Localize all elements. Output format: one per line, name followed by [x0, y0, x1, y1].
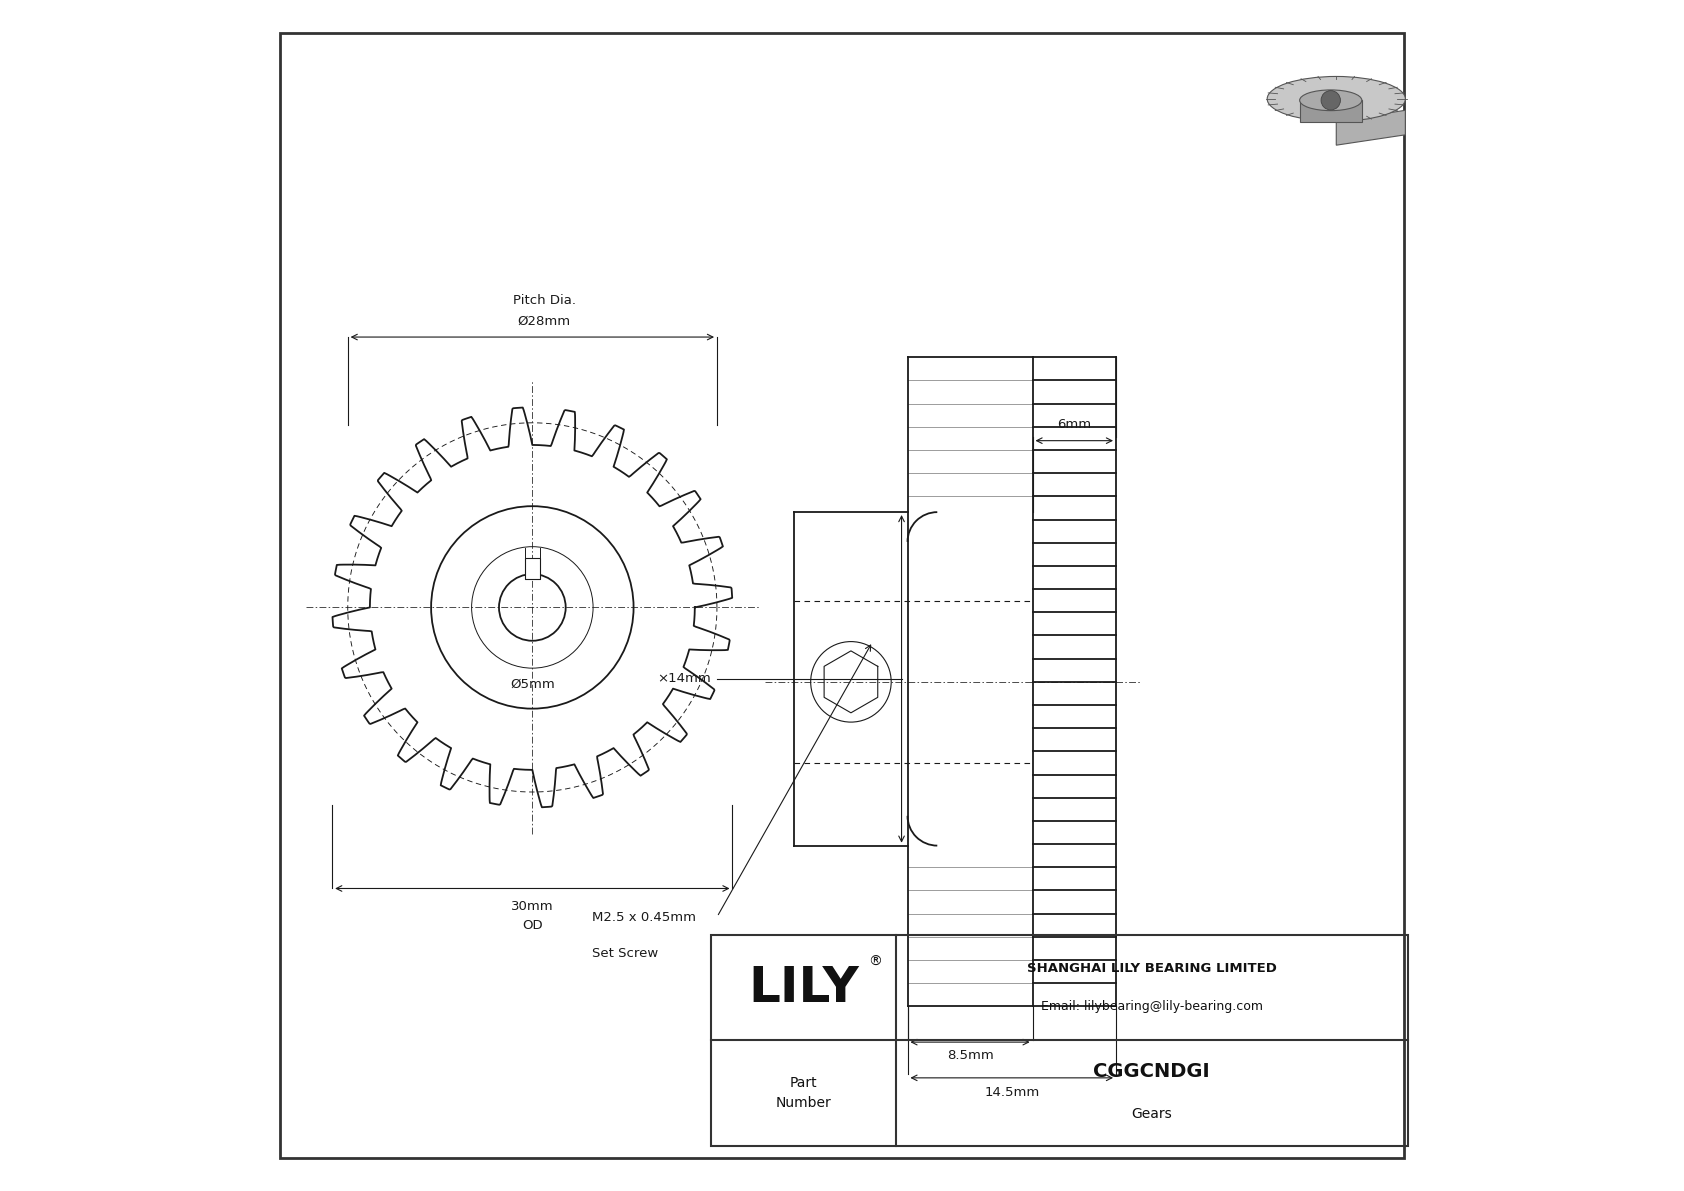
Text: 8.5mm: 8.5mm [946, 1049, 994, 1062]
Text: Ø28mm: Ø28mm [517, 314, 571, 328]
Text: 30mm: 30mm [510, 900, 554, 913]
Polygon shape [1337, 111, 1406, 145]
Polygon shape [1300, 100, 1362, 123]
Text: Set Screw: Set Screw [591, 947, 658, 960]
Text: SHANGHAI LILY BEARING LIMITED: SHANGHAI LILY BEARING LIMITED [1027, 962, 1276, 975]
Text: M2.5 x 0.45mm: M2.5 x 0.45mm [591, 911, 695, 924]
Text: LILY: LILY [748, 964, 859, 1011]
Text: Ø5mm: Ø5mm [510, 678, 554, 691]
Text: ®: ® [867, 954, 882, 968]
Bar [711, 935, 1408, 1146]
Text: 14.5mm: 14.5mm [983, 1086, 1039, 1099]
Text: Email: lilybearing@lily-bearing.com: Email: lilybearing@lily-bearing.com [1041, 1000, 1263, 1014]
Text: OD: OD [522, 919, 542, 933]
Ellipse shape [1300, 91, 1362, 111]
Circle shape [1320, 91, 1340, 110]
Text: 6mm: 6mm [1058, 418, 1091, 431]
Ellipse shape [1266, 76, 1406, 121]
Text: CGGCNDGI: CGGCNDGI [1093, 1062, 1211, 1081]
Text: Part
Number: Part Number [775, 1075, 832, 1110]
Text: Gears: Gears [1132, 1108, 1172, 1122]
Text: Pitch Dia.: Pitch Dia. [512, 294, 576, 307]
Bar [525, 557, 541, 579]
Text: ×14mm: ×14mm [657, 673, 711, 685]
